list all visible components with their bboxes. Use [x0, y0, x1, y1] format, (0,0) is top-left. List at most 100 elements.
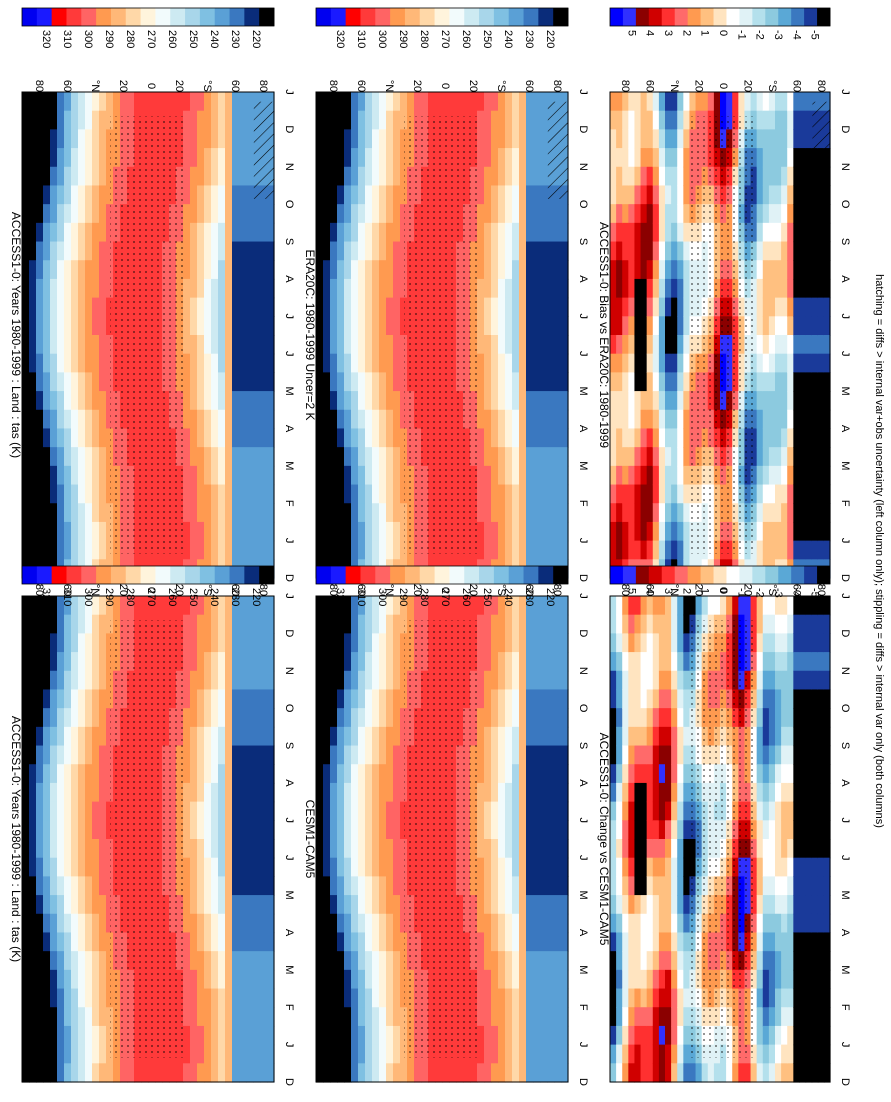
heatmap-cell: [253, 820, 261, 840]
heatmap-cell: [365, 260, 373, 280]
heatmap-cell: [344, 335, 352, 355]
colorbar-swatch: [155, 566, 171, 584]
heatmap-cell: [218, 1025, 226, 1046]
heatmap-cell: [449, 92, 457, 112]
heatmap-cell: [547, 876, 555, 896]
heatmap-cell: [85, 745, 93, 765]
heatmap-cell: [183, 540, 191, 560]
heatmap-cell: [204, 92, 212, 112]
heatmap-cell: [505, 1025, 513, 1046]
heatmap-cell: [805, 260, 813, 280]
heatmap-cell: [762, 521, 770, 542]
lat-tick-label: °N: [89, 80, 101, 92]
heatmap-cell: [365, 839, 373, 859]
heatmap-cell: [484, 633, 492, 653]
heatmap-cell: [267, 782, 275, 803]
colorbar-swatch: [464, 566, 480, 584]
heatmap-cell: [337, 689, 345, 709]
heatmap-cell: [183, 839, 191, 859]
heatmap-cell: [92, 596, 100, 616]
heatmap-cell: [400, 913, 408, 934]
heatmap-cell: [554, 876, 562, 896]
heatmap-cell: [658, 278, 666, 299]
heatmap-cell: [677, 447, 684, 467]
heatmap-cell: [533, 876, 541, 896]
heatmap-cell: [393, 297, 401, 317]
heatmap-cell: [505, 652, 513, 672]
heatmap-cell: [29, 222, 37, 243]
heatmap-cell: [316, 316, 324, 336]
heatmap-cell: [519, 633, 527, 653]
heatmap-cell: [239, 409, 247, 430]
heatmap-cell: [50, 689, 58, 709]
heatmap-cell: [400, 148, 408, 168]
heatmap-cell: [36, 820, 44, 840]
heatmap-cell: [421, 596, 429, 616]
heatmap-cell: [781, 316, 788, 336]
heatmap-cell: [762, 391, 770, 411]
heatmap-cell: [561, 839, 569, 859]
heatmap-cell: [540, 670, 548, 691]
heatmap-cell: [246, 913, 254, 934]
heatmap-cell: [29, 391, 37, 411]
heatmap-cell: [120, 92, 128, 112]
heatmap-cell: [92, 1025, 100, 1046]
heatmap-cell: [106, 278, 114, 299]
heatmap-cell: [400, 297, 408, 317]
heatmap-cell: [92, 988, 100, 1008]
heatmap-cell: [43, 353, 51, 373]
heatmap-cell: [64, 185, 72, 205]
heatmap-cell: [393, 335, 401, 355]
heatmap-cell: [554, 633, 562, 653]
heatmap-cell: [671, 129, 678, 149]
heatmap-cell: [183, 820, 191, 840]
heatmap-cell: [351, 633, 359, 653]
heatmap-cell: [57, 278, 65, 299]
month-tick-label: J: [283, 1042, 295, 1048]
heatmap-cell: [799, 503, 807, 523]
heatmap-cell: [197, 932, 205, 952]
heatmap-cell: [267, 297, 275, 317]
heatmap-cell: [71, 540, 79, 560]
heatmap-cell: [358, 204, 366, 224]
heatmap-cell: [628, 353, 636, 373]
heatmap-cell: [64, 353, 72, 373]
heatmap-cell: [36, 764, 44, 784]
heatmap-cell: [823, 297, 831, 317]
heatmap-cell: [246, 503, 254, 523]
heatmap-cell: [197, 484, 205, 504]
heatmap-cell: [505, 129, 513, 149]
heatmap-cell: [671, 260, 678, 280]
heatmap-cell: [204, 185, 212, 205]
heatmap-cell: [519, 708, 527, 728]
heatmap-cell: [787, 222, 794, 243]
heatmap-cell: [498, 988, 506, 1008]
heatmap-cell: [554, 782, 562, 803]
heatmap-cell: [561, 222, 569, 243]
heatmap-cell: [260, 951, 268, 971]
heatmap-cell: [106, 670, 114, 691]
heatmap-cell: [85, 92, 93, 112]
colorbar-swatch: [51, 8, 67, 26]
heatmap-cell: [211, 428, 219, 448]
heatmap-cell: [253, 876, 261, 896]
heatmap-cell: [616, 185, 623, 205]
heatmap-cell: [267, 465, 275, 486]
heatmap-cell: [781, 540, 788, 560]
heatmap-cell: [85, 316, 93, 336]
heatmap-cell: [78, 241, 86, 261]
heatmap-cell: [540, 409, 548, 430]
heatmap-cell: [323, 913, 331, 934]
heatmap-cell: [57, 745, 65, 765]
heatmap-cell: [775, 521, 782, 542]
heatmap-cell: [330, 1025, 338, 1046]
heatmap-cell: [652, 241, 660, 261]
heatmap-cell: [260, 708, 268, 728]
heatmap-cell: [85, 652, 93, 672]
heatmap-cell: [85, 820, 93, 840]
heatmap-cell: [344, 222, 352, 243]
heatmap-cell: [622, 353, 629, 373]
heatmap-cell: [99, 185, 107, 205]
month-tick-label: J: [577, 351, 589, 357]
colorbar-swatch: [404, 8, 421, 26]
